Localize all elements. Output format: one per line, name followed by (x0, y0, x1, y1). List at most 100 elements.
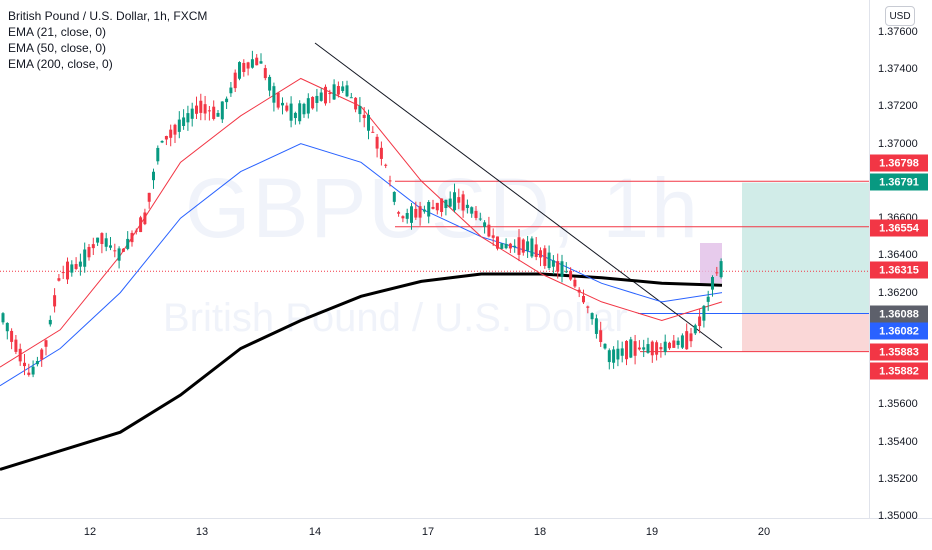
candle-body (444, 199, 448, 209)
candle-body (78, 261, 82, 267)
candle-body (496, 236, 499, 249)
candle-body (470, 207, 474, 214)
candle-body (607, 350, 611, 363)
candle-body (461, 194, 465, 211)
candle-body (672, 340, 676, 348)
candle-body (379, 147, 383, 159)
candle-body (397, 212, 401, 214)
candle-body (96, 237, 100, 243)
candle-body (594, 318, 598, 334)
candle-body (70, 264, 74, 273)
target-zone (742, 182, 869, 314)
candle-body (526, 241, 530, 251)
candle-body (706, 296, 710, 302)
candle-body (569, 270, 573, 280)
price-tag-label: 1.36791 (870, 173, 928, 191)
candle-body (117, 248, 121, 261)
candle-body (289, 103, 293, 121)
candle-body (586, 306, 590, 308)
candle-body (48, 319, 52, 325)
candle-body (693, 325, 697, 334)
stop-zone (742, 313, 869, 352)
candle-body (685, 331, 689, 350)
candle-body (5, 322, 9, 332)
candle-body (74, 264, 78, 269)
candle-body (474, 210, 478, 218)
candle-body (31, 366, 35, 375)
currency-button[interactable]: USD (885, 6, 915, 26)
candle-body (573, 279, 577, 287)
candle-body (242, 62, 246, 72)
candle-body (590, 313, 594, 320)
candle-body (478, 218, 482, 220)
candle-body (143, 212, 147, 225)
candle-body (23, 362, 26, 367)
ema-50-line (0, 143, 723, 387)
candle-body (547, 252, 551, 269)
price-tag-label: 1.36798 (870, 154, 928, 172)
legend-ema-50[interactable]: EMA (50, close, 0) (8, 41, 107, 55)
candle-body (268, 76, 272, 91)
candle-body (655, 342, 659, 355)
candle-body (113, 250, 117, 252)
candle-body (246, 62, 250, 69)
time-tick-label: 19 (645, 526, 659, 538)
candle-body (401, 216, 405, 219)
candle-body (719, 261, 723, 278)
candle-body (367, 114, 370, 131)
price-tag-label: 1.36082 (870, 322, 928, 340)
candle-body (53, 295, 57, 307)
candle-body (336, 85, 340, 95)
candle-body (625, 340, 628, 360)
candle-body (543, 248, 547, 266)
candle-body (147, 192, 151, 202)
candle-body (457, 197, 461, 203)
candle-body (513, 245, 517, 247)
candle-body (560, 261, 564, 277)
candle-body (285, 105, 289, 111)
candle-body (414, 208, 418, 218)
candle-body (311, 96, 315, 109)
candle-body (517, 237, 521, 255)
candle-body (190, 108, 194, 119)
candle-body (491, 235, 495, 238)
time-tick-label: 12 (83, 526, 97, 538)
candle-body (87, 246, 91, 258)
candle-body (324, 86, 327, 104)
candle-body (599, 330, 603, 343)
candle-body (500, 243, 504, 249)
legend-symbol[interactable]: British Pound / U.S. Dollar, 1h, FXCM (8, 9, 208, 23)
candle-body (616, 348, 620, 360)
candle-body (676, 340, 680, 345)
candle-body (315, 95, 319, 103)
candle-body (302, 103, 306, 115)
candle-body (173, 124, 177, 135)
price-tick-label: 1.35000 (878, 510, 918, 522)
highlight-box (700, 243, 722, 283)
legend-ema-200[interactable]: EMA (200, close, 0) (8, 57, 113, 71)
candle-body (44, 340, 48, 347)
candle-body (203, 104, 207, 114)
candle-body (487, 224, 491, 237)
candle-body (233, 72, 237, 89)
candle-body (362, 114, 366, 118)
candle-body (345, 85, 349, 97)
candle-body (371, 131, 375, 133)
price-tag-label: 1.36554 (870, 219, 928, 237)
candle-body (18, 348, 22, 362)
candle-body (225, 98, 229, 103)
time-tick-label: 20 (757, 526, 771, 538)
price-tick-label: 1.37200 (878, 100, 918, 113)
candle-body (276, 92, 280, 108)
candle-body (57, 278, 61, 281)
candle-body (405, 213, 409, 219)
legend-ema-21[interactable]: EMA (21, close, 0) (8, 25, 107, 39)
legend: British Pound / U.S. Dollar, 1h, FXCM EM… (8, 8, 207, 72)
candle-body (1, 313, 5, 323)
candle-body (306, 98, 310, 114)
candle-body (422, 209, 426, 212)
candle-body (160, 141, 164, 143)
candle-body (349, 97, 353, 99)
